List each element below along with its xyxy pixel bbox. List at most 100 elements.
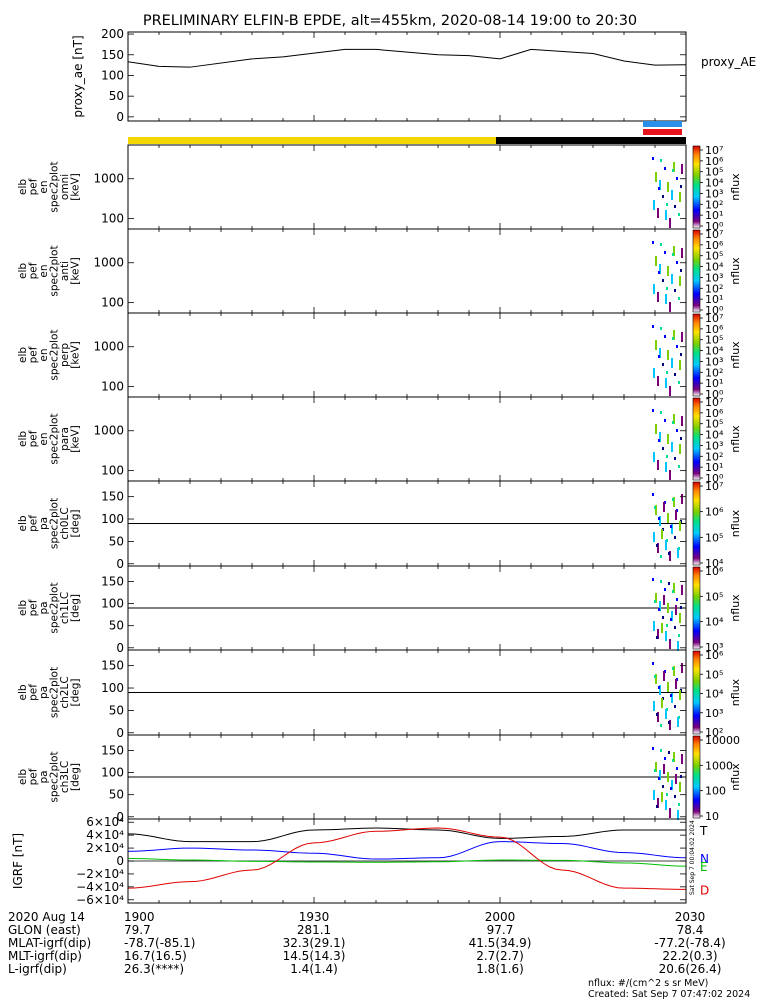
- spectrogram-pixels: [652, 578, 683, 651]
- y-axis-label-line: [keV]: [70, 341, 82, 369]
- spectrogram-pixel: [658, 608, 660, 611]
- y-tick-label: 100: [101, 597, 124, 611]
- panel-frame: [127, 144, 687, 230]
- spectrogram-pixels: [652, 662, 683, 730]
- y-tick-label: 1000: [93, 256, 124, 270]
- y-tick-label: −6×10⁴: [76, 893, 124, 907]
- colorbar-tick-label: 10⁴: [705, 557, 724, 570]
- spectrogram-pixel: [656, 805, 658, 808]
- spectrogram-pixel: [660, 159, 662, 162]
- colorbar: [692, 397, 701, 481]
- spectrogram-pixel: [668, 751, 670, 754]
- spectrogram-pixel: [657, 376, 659, 386]
- spectrogram-pixel: [671, 442, 673, 452]
- colorbar-tick-label: 10⁶: [705, 155, 724, 168]
- spectrogram-pixel: [678, 803, 680, 806]
- spectrogram-pixel: [672, 421, 674, 424]
- colorbar-tick-label: 10⁵: [705, 418, 723, 431]
- colorbar-label: nflux: [729, 425, 742, 453]
- spectrogram-pixel: [673, 414, 675, 424]
- proxy-ae-line: [127, 48, 687, 68]
- spectrogram-pixels: [652, 157, 683, 228]
- spectrogram-pixel: [665, 462, 667, 472]
- spectrogram-pixel: [671, 358, 673, 368]
- spectrogram-pixel: [661, 623, 663, 633]
- y-axis-label-line: pef: [28, 346, 40, 363]
- spectrogram-pixel: [674, 795, 676, 798]
- colorbar: [692, 735, 701, 819]
- spectrogram-pixel: [663, 671, 665, 681]
- colorbar-tick-label: 10¹: [705, 293, 723, 306]
- colorbar-tick-label: 10¹: [705, 209, 723, 222]
- spectrogram-pixel: [680, 606, 682, 609]
- spectrogram-pixel: [660, 327, 662, 330]
- science-zone-black-bar: [496, 137, 686, 144]
- spectrogram-pixel: [675, 774, 677, 784]
- spectrogram-pixel: [653, 452, 655, 462]
- colorbar-label: nflux: [729, 594, 742, 622]
- spectrogram-pixel: [665, 709, 667, 719]
- colorbar-tick-label: 10⁴: [705, 261, 724, 274]
- colorbar-tick-label: 10⁷: [705, 228, 723, 241]
- spectrogram-pixel: [655, 674, 657, 684]
- row-label: GLON (east): [8, 923, 81, 937]
- y-tick-label: −2×10⁴: [76, 867, 124, 881]
- igrf-T-legend: T: [699, 824, 708, 838]
- spectrogram-pixel: [677, 641, 679, 651]
- colorbar: [692, 145, 701, 229]
- y-axis-label-line: perp: [59, 343, 71, 367]
- colorbar-tick-label: 10³: [705, 707, 723, 720]
- y-tick-label: 50: [109, 788, 124, 802]
- colorbar-tick-label: 100: [705, 785, 726, 798]
- spectrogram-pixel: [660, 749, 662, 752]
- y-tick-label: 150: [101, 48, 124, 62]
- panel-frame: [127, 818, 687, 904]
- spectrogram-pixel: [666, 455, 668, 458]
- y-axis-label-line: pa: [38, 770, 50, 783]
- y-tick-label: 0: [116, 110, 124, 124]
- y-axis-label-line: elb: [17, 684, 29, 700]
- spectrogram-pixel: [669, 808, 671, 818]
- row-value: 1930: [299, 910, 330, 924]
- spectrogram-pixel: [669, 386, 671, 396]
- spectrogram-pixel: [655, 593, 657, 603]
- spectrogram-pixel: [680, 269, 682, 272]
- spectrogram-pixel: [667, 182, 669, 192]
- igrf-T-line: [127, 827, 686, 843]
- spectrogram-pixel: [674, 289, 676, 292]
- y-axis-label-line: elb: [17, 179, 29, 195]
- row-value: 26.3(****): [124, 962, 184, 976]
- spectrogram-pixel: [665, 800, 667, 810]
- colorbar-tick-label: 10⁶: [705, 506, 724, 519]
- spectrogram-pixel: [680, 185, 682, 188]
- y-axis-label-line: [keV]: [70, 425, 82, 453]
- y-tick-label: 1000: [93, 424, 124, 438]
- igrf-E-legend: E: [700, 860, 708, 874]
- spectrogram-pixel: [671, 611, 673, 621]
- y-axis-label-line: en: [38, 348, 50, 361]
- y-tick-label: 150: [101, 743, 124, 757]
- spectrogram-pixel: [671, 693, 673, 703]
- panel-spec2plot_ch3LC: 10000100010010nfluxelbpefpaspec2plotch3L…: [17, 734, 742, 824]
- spectrogram-pixel: [661, 529, 663, 539]
- spectrogram-pixels: [652, 325, 683, 396]
- y-tick-label: 150: [101, 574, 124, 588]
- colorbar-tick-label: 10⁶: [705, 649, 724, 662]
- spectrogram-pixel: [673, 330, 675, 340]
- panel-frame: [127, 31, 687, 122]
- spectrogram-pixel: [655, 505, 657, 515]
- spectrogram-pixels: [652, 493, 683, 561]
- spectrogram-pixel: [664, 757, 666, 760]
- spectrogram-pixel: [653, 368, 655, 378]
- spectrogram-pixel: [674, 626, 676, 629]
- spectrogram-pixel: [679, 521, 681, 531]
- spectrogram-pixel: [672, 169, 674, 172]
- colorbar-tick-label: 10⁵: [705, 250, 723, 263]
- y-axis-label-line: pef: [28, 430, 40, 447]
- y-axis-label-line: pef: [28, 599, 40, 616]
- spectrogram-pixel: [676, 261, 678, 264]
- spectrogram-pixel: [680, 775, 682, 778]
- row-value: 1.8(1.6): [476, 962, 524, 976]
- colorbar-label: nflux: [729, 763, 742, 791]
- spectrogram-pixel: [668, 582, 670, 585]
